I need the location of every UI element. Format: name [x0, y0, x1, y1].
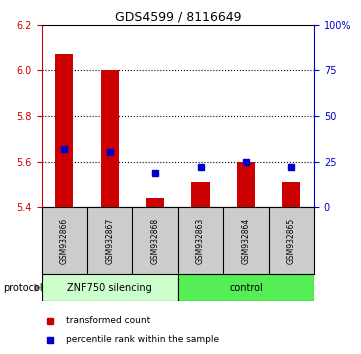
Bar: [146, 198, 164, 207]
Bar: [42, 274, 178, 301]
Polygon shape: [34, 283, 41, 292]
Bar: [101, 70, 119, 207]
Bar: [282, 182, 300, 207]
Text: GSM932864: GSM932864: [242, 218, 251, 264]
Text: GSM932867: GSM932867: [105, 218, 114, 264]
Bar: [55, 55, 73, 207]
Text: percentile rank within the sample: percentile rank within the sample: [66, 335, 219, 344]
Text: GSM932865: GSM932865: [287, 218, 296, 264]
Text: ZNF750 silencing: ZNF750 silencing: [67, 282, 152, 293]
Text: GSM932863: GSM932863: [196, 218, 205, 264]
Text: control: control: [229, 282, 263, 293]
Text: GSM932868: GSM932868: [151, 218, 160, 264]
Bar: [191, 182, 210, 207]
Text: GSM932866: GSM932866: [60, 218, 69, 264]
Text: transformed count: transformed count: [66, 316, 150, 325]
Bar: [237, 161, 255, 207]
Text: protocol: protocol: [4, 282, 43, 293]
Bar: [178, 274, 314, 301]
Title: GDS4599 / 8116649: GDS4599 / 8116649: [114, 11, 241, 24]
